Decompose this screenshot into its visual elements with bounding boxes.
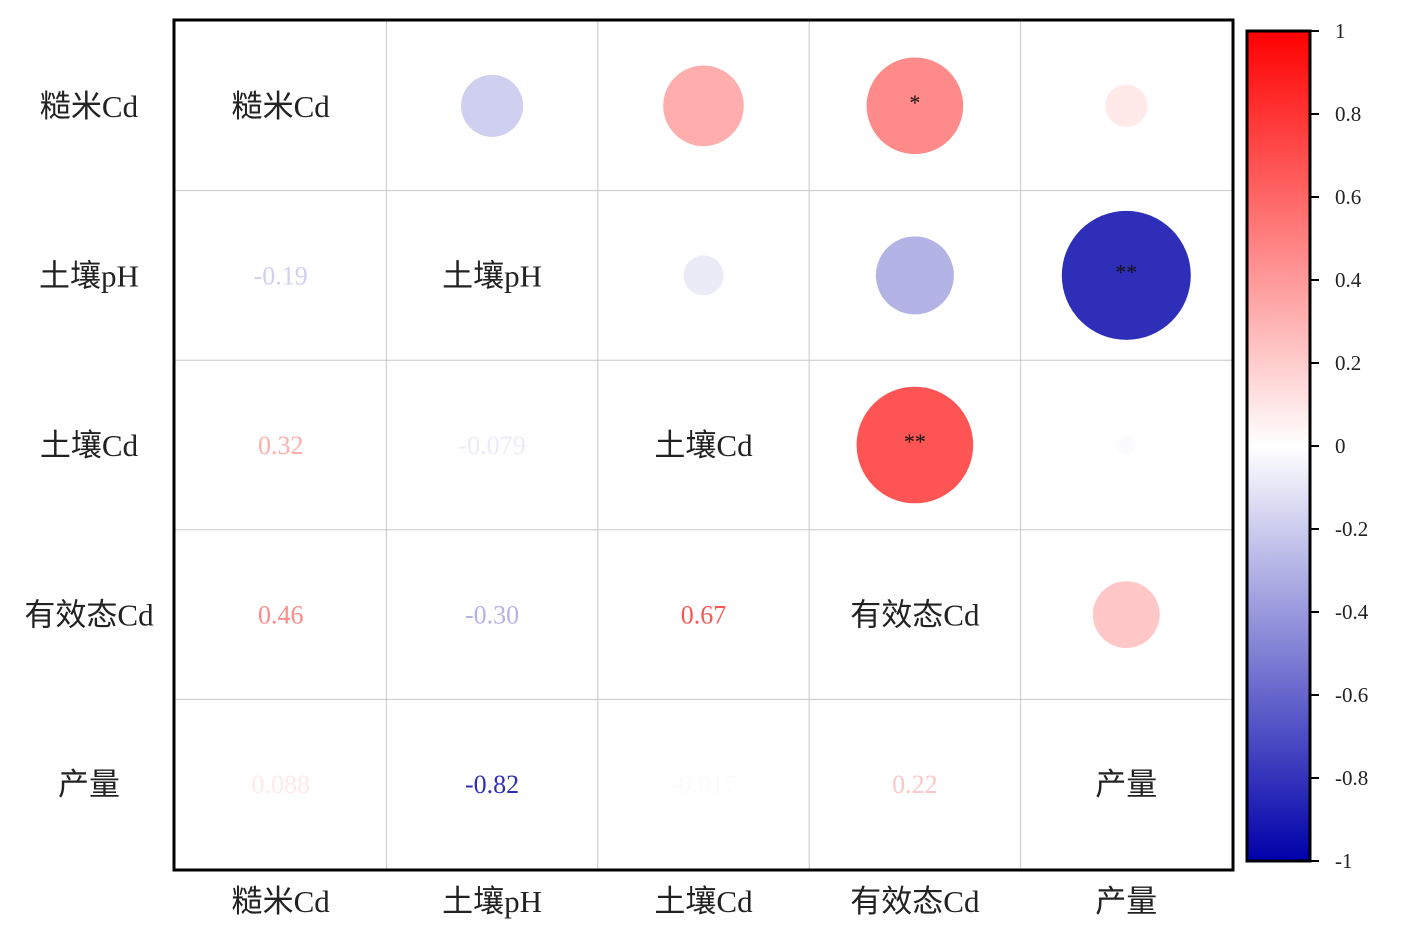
colorbar-tick-label: -0.2 bbox=[1335, 517, 1368, 541]
plot-frame bbox=[172, 18, 1235, 872]
column-labels: 糙米Cd 土壤pH 土壤Cd 有效态Cd 产量 bbox=[232, 884, 1158, 919]
colorbar: 1 0.8 0.6 0.4 0.2 0 -0.2 -0.4 -0.6 -0.8 -1 bbox=[1245, 19, 1369, 873]
significance-mark: ** bbox=[1115, 259, 1137, 284]
correlation-circle bbox=[1092, 581, 1160, 649]
diagonal-label: 土壤Cd bbox=[654, 428, 753, 463]
colorbar-tick-label: 0.4 bbox=[1335, 268, 1362, 292]
colorbar-tick-label: 1 bbox=[1335, 19, 1346, 43]
matrix-cells: 糙米Cd * -0.19 土壤pH ** 0.32 -0.079 土壤Cd ** 0.46 -0.3… bbox=[232, 57, 1191, 802]
colorbar-tick-label: 0.6 bbox=[1335, 185, 1361, 209]
column-label: 有效态Cd bbox=[850, 884, 980, 919]
diagonal-label: 有效态Cd bbox=[850, 598, 980, 633]
grid-lines bbox=[175, 21, 1232, 869]
correlation-circle bbox=[1117, 435, 1136, 455]
colorbar-tick-label: 0 bbox=[1335, 434, 1346, 458]
colorbar-tick-label: -0.8 bbox=[1335, 766, 1368, 790]
correlation-circle bbox=[856, 386, 974, 504]
correlation-value: 0.46 bbox=[258, 601, 304, 630]
row-labels: 糙米Cd 土壤pH 土壤Cd 有效态Cd 产量 bbox=[24, 89, 154, 802]
correlation-circle bbox=[866, 57, 964, 155]
correlation-value: 0.088 bbox=[251, 770, 310, 799]
colorbar-ticks: 1 0.8 0.6 0.4 0.2 0 -0.2 -0.4 -0.6 -0.8 -1 bbox=[1310, 19, 1369, 873]
colorbar-tick-label: 0.8 bbox=[1335, 102, 1361, 126]
correlation-circle bbox=[875, 236, 954, 315]
correlation-value: -0.82 bbox=[465, 770, 519, 799]
diagonal-label: 糙米Cd bbox=[232, 89, 331, 124]
column-label: 糙米Cd bbox=[232, 884, 331, 919]
significance-mark: * bbox=[909, 90, 920, 115]
colorbar-gradient bbox=[1245, 29, 1312, 863]
correlation-value: -0.30 bbox=[465, 601, 519, 630]
column-label: 土壤Cd bbox=[654, 884, 753, 919]
correlation-value: 0.22 bbox=[892, 770, 938, 799]
correlation-value: -0.19 bbox=[254, 261, 308, 290]
row-label: 产量 bbox=[58, 767, 120, 802]
correlation-circle bbox=[1105, 84, 1148, 127]
correlation-circle bbox=[663, 65, 744, 147]
correlation-circle bbox=[683, 255, 724, 296]
row-label: 土壤pH bbox=[39, 258, 139, 293]
correlation-value: 0.32 bbox=[258, 431, 304, 460]
colorbar-tick-label: 0.2 bbox=[1335, 351, 1361, 375]
colorbar-tick-label: -0.6 bbox=[1335, 683, 1368, 707]
row-label: 土壤Cd bbox=[40, 428, 139, 463]
row-label: 糙米Cd bbox=[40, 89, 139, 124]
colorbar-tick-label: -1 bbox=[1335, 849, 1353, 873]
significance-mark: ** bbox=[904, 429, 926, 454]
correlation-value: -0.079 bbox=[459, 431, 526, 460]
diagonal-label: 土壤pH bbox=[442, 258, 542, 293]
colorbar-tick-label: -0.4 bbox=[1335, 600, 1369, 624]
column-label: 产量 bbox=[1095, 884, 1157, 919]
diagonal-label: 产量 bbox=[1095, 767, 1157, 802]
correlation-circle bbox=[461, 74, 524, 137]
correlation-value: -0.017 bbox=[670, 770, 737, 799]
correlation-circle bbox=[1061, 210, 1191, 340]
correlation-value: 0.67 bbox=[681, 601, 727, 630]
column-label: 土壤pH bbox=[442, 884, 542, 919]
row-label: 有效态Cd bbox=[24, 598, 154, 633]
